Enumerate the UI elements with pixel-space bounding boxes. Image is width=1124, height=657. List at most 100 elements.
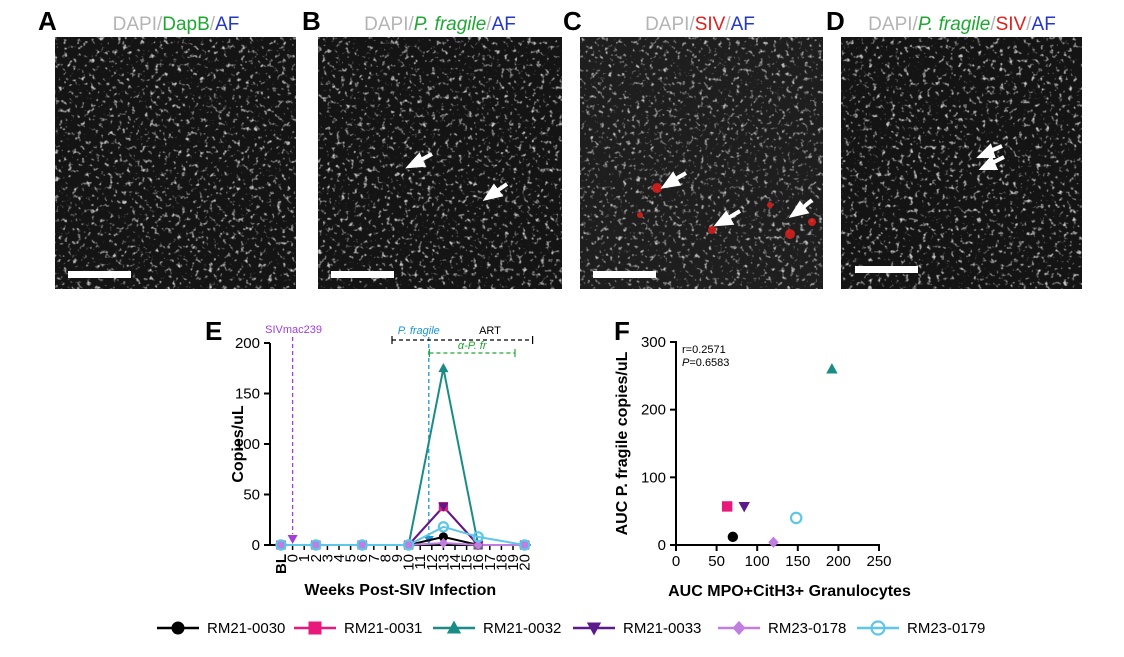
nuclei-texture-d [841,37,1082,289]
data-point-rm23-0179 [275,539,287,551]
x-tick-label: 9 [389,554,406,562]
y-tick-label: 300 [641,334,666,351]
panel-letter-d: D [826,6,845,36]
data-point-rm21-0032 [438,362,449,373]
nuclei-texture-b [318,37,562,289]
legend: RM21-0030 RM21-0031 RM21-0032 RM21-0033 RM23… [157,620,985,637]
x-tick-label: 16 [470,554,487,571]
x-tick-label: 15 [459,554,476,571]
scatter-point-rm23-0179 [789,511,803,525]
y-tick-label: 0 [658,537,666,554]
title-part-c-4: AF [731,14,755,35]
data-point-rm23-0179 [310,539,322,551]
title-part-d-0: DAPI [868,14,912,35]
scatter-point-rm21-0031 [721,501,733,512]
panel-letter-b: B [302,6,321,36]
data-point-rm21-0033 [438,502,449,512]
siv-label: SIVmac239 [265,324,322,336]
data-point-rm23-0179 [518,539,531,551]
x-axis-title: AUC MPO+CitH3+ Granulocytes [668,583,911,600]
x-tick-label: 18 [493,554,510,571]
data-point-rm23-0179 [472,531,484,543]
correlation-p: P=0.6583 [682,357,729,369]
legend-marker-rm23-0178 [732,620,746,636]
x-tick-label: 50 [708,553,725,570]
legend-label-rm21-0030: RM21-0030 [207,620,285,637]
legend-marker-rm21-0030 [171,621,185,635]
title-part-c-2: SIV [695,14,726,35]
x-tick-label: 100 [745,553,770,570]
title-part-a-1: / [157,14,163,35]
y-tick-label: 100 [641,469,666,486]
data-point-rm21-0030 [438,532,448,542]
title-part-d-3: / [990,14,996,35]
panel-a: A DAPI/DapB/AF [38,6,296,289]
panel-c-title: DAPI/SIV/AF [645,14,755,35]
y-tick-label: 200 [235,335,260,352]
data-point-rm23-0178 [438,537,448,549]
title-part-d-4: SIV [996,14,1027,35]
x-tick-label: 5 [343,554,360,562]
data-point-rm23-0178 [357,539,367,551]
panel-c: C DAPI/SIV/AF [563,6,823,289]
x-tick-label: 4 [331,554,348,562]
art-label: ART [479,325,501,337]
nuclei-texture-a [55,37,296,289]
legend-label-rm21-0031: RM21-0031 [344,620,422,637]
y-tick-label: 50 [243,487,260,504]
title-part-b-0: DAPI [364,14,408,35]
x-tick-label: 6 [354,554,371,562]
x-tick-label: 200 [826,553,851,570]
x-tick-label: BL [273,554,290,574]
alpha-pfr-label: α-P. fr [458,340,488,352]
data-point-rm23-0179 [356,539,368,551]
nuclei-texture-c [580,37,823,289]
panel-letter-c: C [563,6,582,36]
x-tick-label: 10 [401,554,418,571]
x-tick-label: 150 [785,553,810,570]
x-tick-label: 7 [366,554,383,562]
arrow-icon [660,171,814,227]
y-tick-label: 150 [235,386,260,403]
chart-f: F 0 100 200 300 0 50 100 150 200 250 AUC MPO+CitH3… [614,316,911,600]
title-part-c-1: / [689,14,695,35]
panel-letter-f: F [614,316,630,346]
legend-label-rm21-0033: RM21-0033 [623,620,701,637]
x-tick-label: 8 [377,554,394,562]
x-tick-label: 1 [296,554,313,562]
x-tick-label: 20 [517,554,534,571]
y-axis-title: Copies/uL [230,405,247,483]
title-part-d-5: / [1026,14,1032,35]
scale-bar-c [593,271,656,278]
scatter-point-rm21-0032 [826,363,838,374]
data-point-rm23-0179 [437,521,450,533]
x-tick-label: 17 [482,554,499,571]
x-tick-label: 2 [308,554,325,562]
siv-arrow-icon [287,535,298,544]
panel-b: B DAPI/P. fragile/AF [302,6,562,289]
y-tick-label: 0 [252,537,260,554]
title-part-a-2: DapB [162,14,210,35]
legend-marker-rm21-0033 [586,622,602,636]
legend-label-rm23-0179: RM23-0179 [907,620,985,637]
siv-signal [637,183,816,239]
scale-bar-a [68,271,131,278]
legend-marker-rm21-0032 [446,620,462,634]
data-point-rm23-0178 [276,539,286,551]
x-tick-label: 0 [285,554,302,562]
title-part-b-4: AF [492,14,516,35]
legend-label-rm23-0178: RM23-0178 [768,620,846,637]
scale-bar-d [855,266,918,273]
title-part-c-3: / [725,14,731,35]
x-axis-title: Weeks Post-SIV Infection [304,582,496,599]
data-point-rm23-0178 [404,539,414,551]
x-tick-label: 12 [424,554,441,571]
scatter-point-rm21-0030 [727,531,739,543]
x-tick-label: 13 [435,554,452,571]
arrow-icon [976,143,1005,170]
panel-a-title: DAPI/DapB/AF [113,14,240,35]
data-point-rm23-0178 [473,539,483,551]
data-point-rm23-0178 [311,539,321,551]
scatter-point-rm23-0178 [768,536,779,549]
